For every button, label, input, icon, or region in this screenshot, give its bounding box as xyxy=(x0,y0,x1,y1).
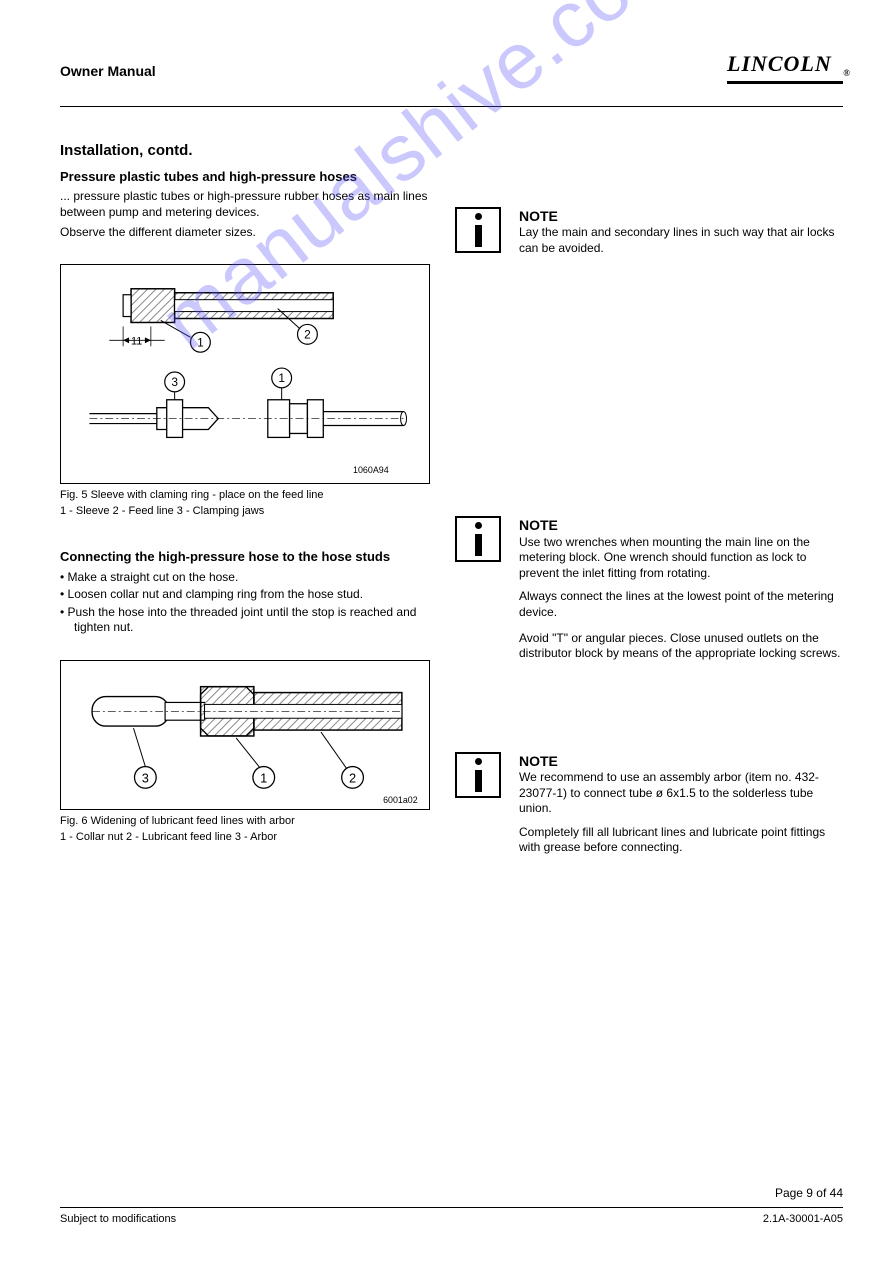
subsection-title: Pressure plastic tubes and high-pressure… xyxy=(60,169,430,186)
svg-text:1: 1 xyxy=(260,770,267,785)
figure-6: 3 1 2 6001a02 xyxy=(60,660,430,810)
page-number: Page 9 of 44 xyxy=(775,1186,843,1202)
figure-5-legend: 1 - Sleeve 2 - Feed line 3 - Clamping ja… xyxy=(60,504,430,518)
note-text: Always connect the lines at the lowest p… xyxy=(519,589,845,620)
svg-text:2: 2 xyxy=(349,770,356,785)
info-icon xyxy=(455,207,501,253)
step-item: • Loosen collar nut and clamping ring fr… xyxy=(74,587,430,603)
svg-text:1: 1 xyxy=(278,371,285,385)
section-heading: Installation, contd. xyxy=(60,141,430,161)
svg-text:1: 1 xyxy=(197,335,204,349)
info-icon xyxy=(455,752,501,798)
page-footer: Subject to modifications 2.1A-30001-A05 xyxy=(60,1207,843,1226)
note-text: Completely fill all lubricant lines and … xyxy=(519,825,845,856)
step-item: • Push the hose into the threaded joint … xyxy=(74,605,430,636)
note-label: NOTE xyxy=(519,752,845,770)
note-text: Use two wrenches when mounting the main … xyxy=(519,535,845,582)
svg-text:3: 3 xyxy=(142,770,149,785)
figure-6-legend: 1 - Collar nut 2 - Lubricant feed line 3… xyxy=(60,830,430,844)
page-header: Owner Manual LINCOLN ® xyxy=(60,50,843,100)
info-icon xyxy=(455,516,501,562)
note-block: NOTE We recommend to use an assembly arb… xyxy=(455,752,845,817)
subsection-title: Connecting the high-pressure hose to the… xyxy=(60,549,430,566)
note-label: NOTE xyxy=(519,207,845,225)
note-label: NOTE xyxy=(519,516,845,534)
figure-6-caption: Fig. 6 Widening of lubricant feed lines … xyxy=(60,814,430,828)
svg-text:2: 2 xyxy=(304,327,311,341)
logo-underline xyxy=(727,81,843,84)
note-text: We recommend to use an assembly arbor (i… xyxy=(519,770,845,817)
brand-logo: LINCOLN ® xyxy=(727,50,843,84)
footer-left: Subject to modifications xyxy=(60,1212,176,1226)
step-item: • Make a straight cut on the hose. xyxy=(74,570,430,586)
svg-text:6001a02: 6001a02 xyxy=(383,795,418,805)
figure-5: 11 1 2 3 1 1060A94 xyxy=(60,264,430,484)
svg-text:3: 3 xyxy=(171,375,178,389)
paragraph: Observe the different diameter sizes. xyxy=(60,225,430,241)
registered-mark: ® xyxy=(843,68,851,80)
note-block: NOTE Use two wrenches when mounting the … xyxy=(455,516,845,581)
svg-text:1060A94: 1060A94 xyxy=(353,465,389,475)
note-text: Lay the main and secondary lines in such… xyxy=(519,225,845,256)
footer-right: 2.1A-30001-A05 xyxy=(763,1212,843,1226)
doc-title: Owner Manual xyxy=(60,62,156,80)
paragraph: ... pressure plastic tubes or high-press… xyxy=(60,189,430,220)
figure-5-caption: Fig. 5 Sleeve with claming ring - place … xyxy=(60,488,430,502)
note-text: Avoid "T" or angular pieces. Close unuse… xyxy=(519,631,845,662)
logo-text: LINCOLN xyxy=(727,51,832,76)
svg-text:11: 11 xyxy=(131,335,142,347)
note-block: NOTE Lay the main and secondary lines in… xyxy=(455,207,845,256)
